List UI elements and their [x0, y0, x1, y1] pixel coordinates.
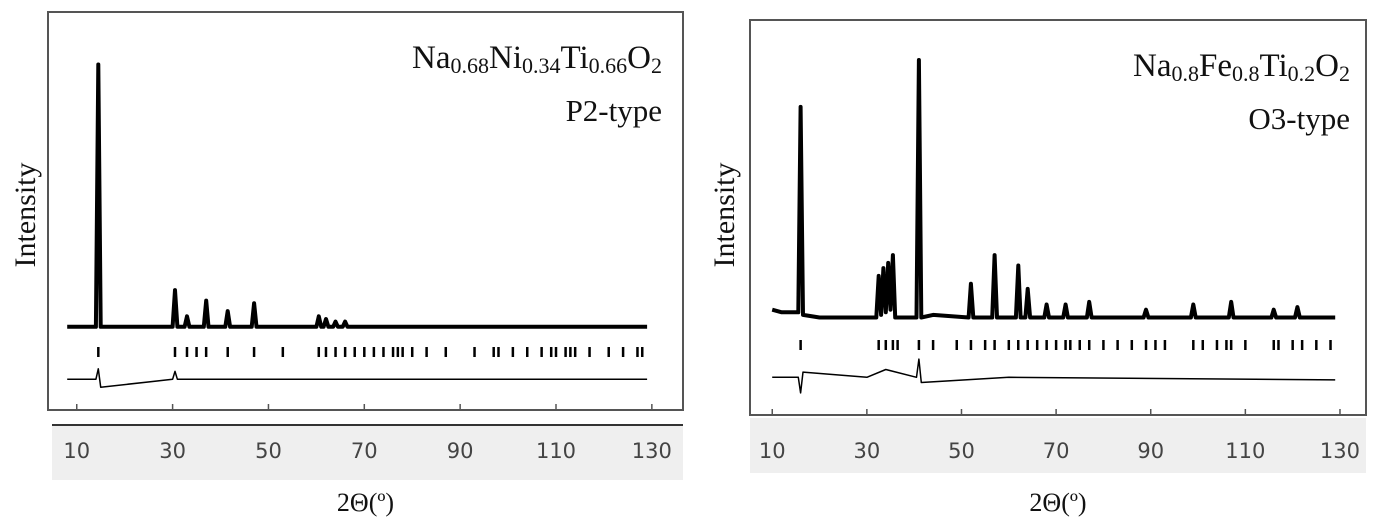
observed-pattern	[67, 62, 648, 329]
x-tick-label: 90	[1137, 439, 1164, 463]
x-tick-label: 10	[63, 439, 90, 463]
plot-frame	[749, 19, 1367, 416]
x-tick-label: 30	[159, 439, 186, 463]
formula-title: Na0.68Ni0.34Ti0.66O2	[412, 40, 662, 78]
x-axis-title: 2Θ(º)	[1029, 488, 1086, 517]
tick-band	[750, 418, 1366, 473]
x-tick-label: 50	[948, 439, 975, 463]
x-tick-label: 70	[351, 439, 378, 463]
x-tick-label: 50	[255, 439, 282, 463]
x-tick-label: 90	[447, 439, 474, 463]
x-tick-label: 110	[536, 439, 576, 463]
y-axis-title: Intensity	[708, 163, 741, 268]
x-tick-label: 110	[1225, 439, 1265, 463]
tick-band	[52, 425, 683, 480]
plot-frame	[47, 11, 684, 411]
formula-title: Na0.8Fe0.8Ti0.2O2	[1133, 48, 1350, 86]
difference-curve	[772, 358, 1336, 394]
x-tick-label: 10	[759, 439, 786, 463]
x-tick-label: 30	[853, 439, 880, 463]
x-tick-label: 130	[632, 439, 672, 463]
x-axis-title: 2Θ(º)	[337, 488, 394, 517]
phase-label: P2-type	[566, 93, 662, 128]
observed-pattern	[771, 58, 1336, 320]
y-axis-title: Intensity	[9, 163, 42, 268]
difference-curve	[67, 368, 648, 388]
x-tick-label: 70	[1043, 439, 1070, 463]
x-tick-label: 130	[1320, 439, 1360, 463]
phase-label: O3-type	[1248, 101, 1350, 136]
